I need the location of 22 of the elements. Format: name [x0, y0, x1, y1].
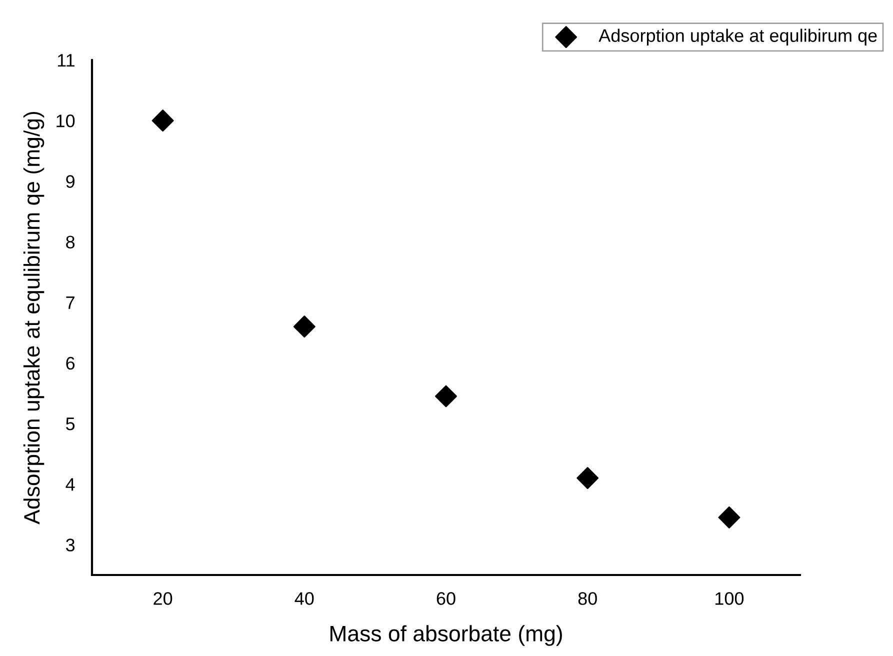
y-tick-label: 9 — [66, 175, 74, 188]
y-tick-label: 5 — [66, 418, 75, 430]
x-axis-title: Mass of absorbate (mg) — [330, 625, 562, 646]
y-tick-label: 4 — [66, 478, 75, 491]
x-tick-label: 60 — [436, 592, 456, 605]
point — [718, 506, 740, 528]
x-tick-label: 40 — [294, 592, 314, 605]
y-tick-label: 7 — [66, 296, 74, 309]
legend-label: Adsorption uptake at equlibirum qe — [598, 28, 877, 46]
point — [293, 316, 316, 338]
y-tick-label: 10 — [56, 114, 75, 128]
y-tick-label: 3 — [66, 538, 75, 552]
point — [435, 385, 457, 408]
y-tick-label: 11 — [58, 54, 74, 67]
y-axis-title: Adsorption uptake at equlibirum qe (mg/g) — [23, 112, 44, 524]
point — [152, 110, 174, 132]
x-tick-label: 20 — [154, 592, 172, 605]
x-tick-label: 100 — [716, 592, 744, 605]
x-tick-label: 80 — [578, 592, 597, 605]
y-tick-label: 8 — [66, 236, 75, 248]
y-tick-label: 6 — [66, 356, 75, 370]
point — [576, 467, 599, 490]
